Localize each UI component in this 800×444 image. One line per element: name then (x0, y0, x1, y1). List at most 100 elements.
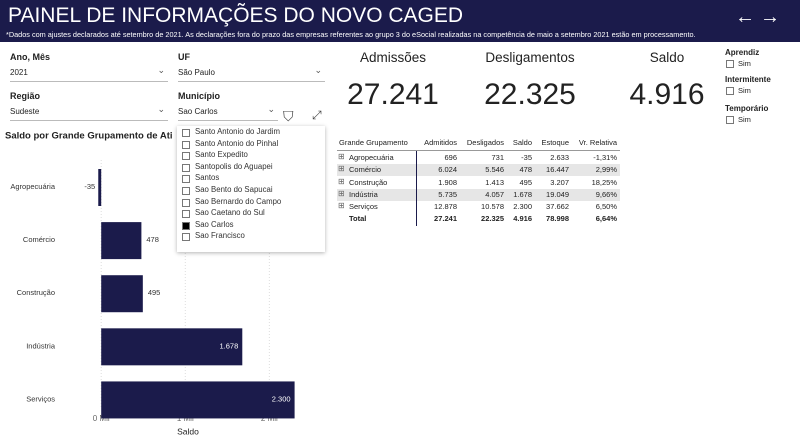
checkbox[interactable] (182, 129, 190, 137)
table-cell: 731 (491, 153, 504, 162)
row-label: Comércio (349, 165, 382, 175)
table-cell: 696 (444, 153, 457, 162)
expand-icon[interactable]: ⊞ (338, 188, 345, 198)
table-cell: 2.300 (513, 202, 532, 212)
bar (101, 328, 243, 366)
checkbox[interactable] (726, 116, 734, 124)
filter-icon[interactable]: ⛉ (283, 108, 294, 124)
focus-icon[interactable]: ⤢ (312, 108, 322, 122)
row-shade (337, 188, 620, 201)
table-cell: -1,31% (593, 153, 617, 162)
data-label: -35 (84, 182, 95, 191)
x-tick-label: 0 Mil (93, 414, 110, 423)
table-cell: 4.057 (485, 189, 504, 199)
filter-label: Ano, Mês (10, 52, 51, 62)
table-cell: 495 (519, 177, 532, 187)
toggle-label: Intermitente (725, 75, 771, 84)
kpi-label: Saldo (649, 50, 685, 65)
dropdown[interactable]: Sudeste ⌄ (10, 104, 168, 121)
kpi-value: 22.325 (484, 78, 576, 111)
checkbox[interactable] (726, 60, 734, 68)
toggle-option: Sim (738, 59, 751, 68)
checkbox[interactable] (182, 198, 190, 207)
dropdown[interactable]: Sao Carlos ⌄ (178, 104, 278, 121)
checkbox[interactable] (182, 163, 190, 172)
dropdown[interactable]: 2021 ⌄ (10, 65, 168, 82)
column-header: Admitidos (424, 138, 457, 147)
checkbox[interactable] (182, 233, 190, 242)
data-label: 2.300 (272, 394, 291, 403)
chart-title: Saldo por Grande Grupamento de Ati (5, 131, 173, 142)
x-tick-label: 2 Mil (261, 414, 278, 423)
table-cell: 16.447 (546, 165, 569, 175)
table-cell: -35 (521, 153, 532, 162)
column-header: Grande Grupamento (339, 138, 408, 147)
filter-label: Município (178, 91, 220, 101)
checkbox[interactable] (182, 221, 190, 230)
table-cell: 5.735 (438, 189, 457, 199)
table-cell: 2.633 (550, 153, 569, 162)
list-option[interactable]: Santo Antonio do Pinhal (195, 138, 279, 148)
dropdown[interactable]: São Paulo ⌄ (178, 65, 325, 82)
row-shade (337, 164, 620, 177)
list-option[interactable]: Santos (195, 173, 220, 183)
table-cell: 10.578 (481, 202, 504, 212)
column-header: Vr. Relativa (578, 138, 617, 147)
list-option[interactable]: Sao Bernardo do Campo (195, 196, 282, 206)
filter-label: Região (10, 91, 41, 101)
filter-label: UF (178, 52, 190, 62)
table-cell: 12.878 (434, 202, 457, 212)
kpi-value: 27.241 (347, 78, 439, 111)
list-option[interactable]: Sao Caetano do Sul (195, 208, 265, 218)
list-option[interactable]: Sao Francisco (195, 231, 245, 241)
table-cell: 6,64% (595, 214, 617, 223)
checkbox[interactable] (182, 187, 190, 195)
list-option[interactable]: Santopolis do Aguapei (195, 161, 273, 171)
list-option[interactable]: Sao Carlos (195, 219, 234, 229)
column-header: Saldo (512, 138, 532, 147)
expand-icon[interactable]: ⊞ (338, 176, 345, 186)
row-label: Total (349, 214, 367, 223)
kpi-value: 4.916 (629, 78, 705, 111)
row-label: Construção (349, 177, 388, 187)
y-tick-label: Serviços (26, 394, 55, 403)
list-option[interactable]: Sao Bento do Sapucai (195, 185, 273, 194)
data-label: 495 (148, 288, 161, 297)
row-label: Agropecuária (349, 153, 394, 162)
toggle-option: Sim (738, 115, 751, 124)
column-header: Estoque (541, 138, 569, 147)
table-cell: 478 (519, 165, 532, 175)
expand-icon[interactable]: ⊞ (338, 164, 345, 174)
x-tick-label: 1 Mil (177, 414, 194, 423)
table-cell: 27.241 (434, 214, 457, 223)
list-option[interactable]: Santo Expedito (195, 150, 248, 160)
table-cell: 1.413 (485, 177, 504, 187)
forward-arrow[interactable]: → (760, 6, 780, 28)
checkbox[interactable] (182, 140, 190, 149)
bar (101, 222, 142, 260)
data-label: 1.678 (220, 341, 239, 350)
expand-icon[interactable]: ⊞ (338, 152, 345, 161)
row-label: Indústria (349, 189, 378, 199)
checkbox[interactable] (182, 152, 190, 161)
table-cell: 5.546 (485, 165, 504, 175)
kpi-label: Admissões (359, 50, 427, 65)
table-cell: 6,50% (595, 202, 617, 212)
bar (101, 381, 295, 419)
checkbox[interactable] (182, 175, 190, 184)
bar (101, 275, 143, 313)
table-cell: 4.916 (513, 214, 532, 223)
page-subtitle: *Dados com ajustes declarados até setemb… (6, 30, 696, 39)
back-arrow[interactable]: ← (735, 6, 755, 28)
checkbox[interactable] (182, 210, 190, 219)
dropdown-list (177, 126, 325, 252)
expand-icon[interactable]: ⊞ (338, 201, 345, 211)
toggle-option: Sim (738, 86, 751, 95)
header-bar (0, 0, 800, 42)
table-cell: 22.325 (481, 214, 504, 223)
y-tick-label: Indústria (26, 341, 56, 350)
checkbox[interactable] (726, 87, 734, 95)
list-option[interactable]: Santo Antonio do Jardim (195, 127, 280, 136)
